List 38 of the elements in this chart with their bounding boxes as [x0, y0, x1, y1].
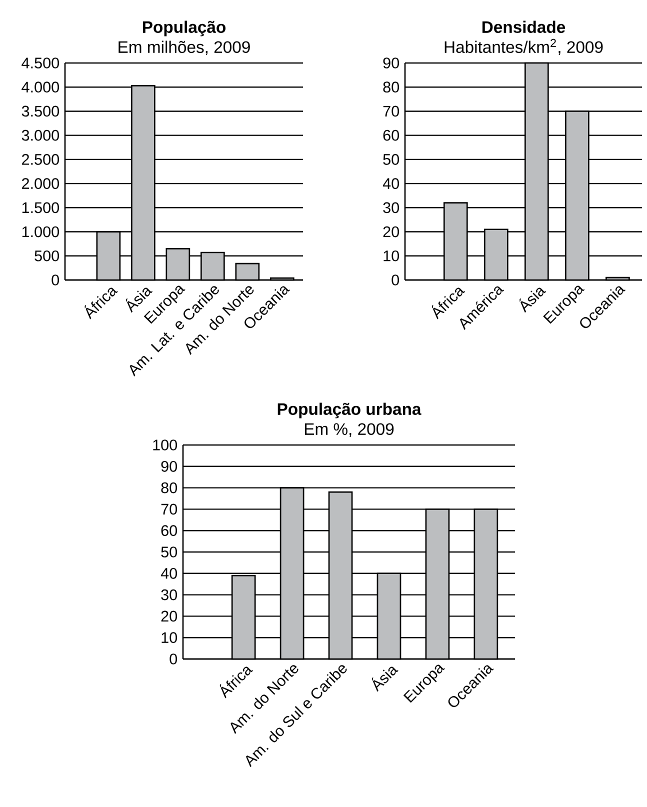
chart-subtitle: Em milhões, 2009 [118, 40, 250, 55]
y-tick-label: 40 [160, 568, 178, 579]
y-tick-label: 500 [34, 250, 60, 262]
chart-subtitle: Habitantes/km$^{2}$, 2009 [444, 38, 603, 55]
y-tick-label: 3.000 [22, 130, 60, 141]
x-tick-label: Ásia [372, 666, 398, 692]
y-tick-label: 80 [161, 482, 178, 494]
chart-title: Densidade [482, 20, 566, 33]
y-tick-label: 1.000 [22, 226, 60, 238]
y-tick-label: 80 [383, 82, 400, 93]
y-tick-label: 20 [161, 610, 178, 622]
y-tick-label: 2.500 [22, 154, 60, 165]
y-tick-label: 20 [383, 226, 400, 238]
y-tick-label: 0 [52, 274, 60, 286]
y-tick-label: 1.500 [22, 202, 60, 214]
chart-subtitle: Em %, 2009 [304, 423, 394, 437]
y-tick-label: 70 [383, 106, 400, 117]
y-tick-label: 60 [161, 525, 178, 536]
y-tick-label: 40 [382, 178, 400, 189]
y-tick-label: 2.000 [22, 178, 60, 189]
y-tick-label: 50 [383, 154, 400, 165]
y-tick-label: 90 [161, 460, 178, 472]
y-tick-label: 30 [383, 202, 400, 214]
y-tick-label: 50 [161, 546, 178, 558]
y-tick-label: 0 [170, 654, 178, 664]
y-tick-label: 70 [161, 504, 178, 515]
chart-title: População urbana [278, 402, 422, 418]
y-tick-label: 10 [384, 250, 400, 262]
y-tick-label: 90 [383, 58, 400, 68]
y-tick-label: 4.500 [22, 58, 60, 68]
y-tick-label: 4.000 [22, 82, 60, 93]
chart-title: População [142, 20, 226, 36]
y-tick-label: 3.500 [22, 106, 60, 117]
y-tick-label: 0 [392, 274, 400, 286]
y-tick-label: 30 [161, 589, 178, 600]
y-tick-label: 100 [153, 440, 178, 450]
y-tick-label: 10 [162, 632, 178, 644]
y-tick-label: 60 [383, 130, 400, 141]
